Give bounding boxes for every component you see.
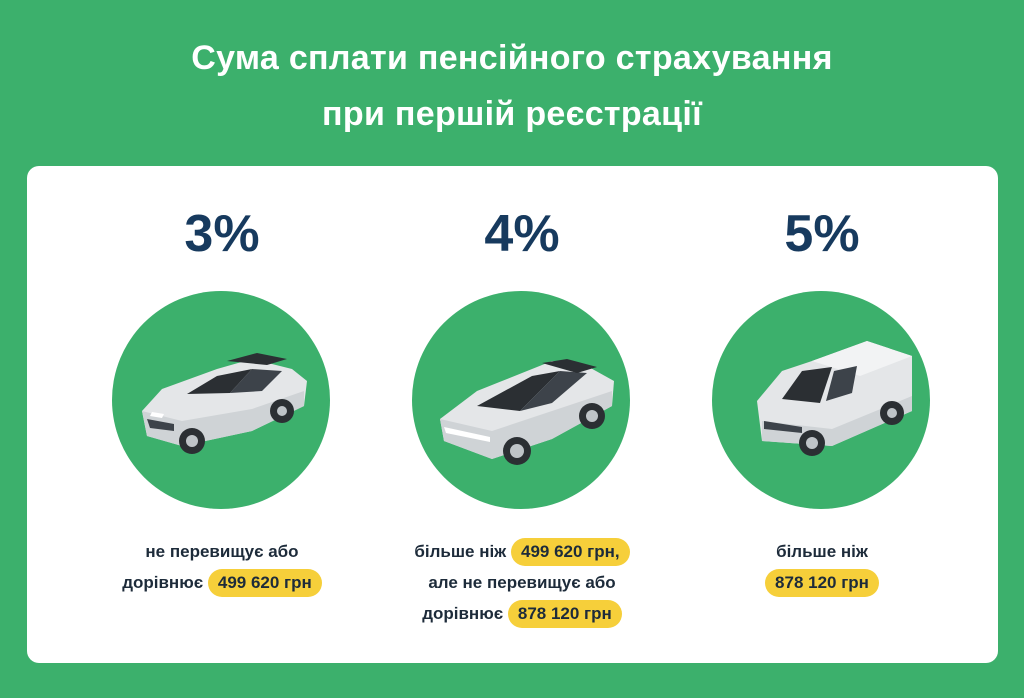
condition-line-2: 878 120 грн [642, 567, 1002, 598]
condition-line-1: не перевищує або [42, 536, 402, 567]
condition-line-1: більше ніж [642, 536, 1002, 567]
condition-text: не перевищує або дорівнює 499 620 грн [42, 536, 402, 598]
condition-line-2: але не перевищує або [342, 567, 702, 598]
car-circle [112, 291, 330, 509]
percent-value: 3% [184, 205, 260, 263]
car-circle [412, 291, 630, 509]
condition-line-1: більше ніж 499 620 грн, [342, 536, 702, 567]
condition-text-part: не перевищує або [145, 542, 299, 561]
amount-badge: 499 620 грн, [510, 538, 630, 566]
condition-text-part: більше ніж [776, 542, 868, 561]
cybertruck-car-icon [440, 359, 614, 465]
info-card: 3% не перевищує або дорівнює 499 620 [27, 166, 998, 663]
column-4-percent: 4% більше ніж 499 620 грн, але не переви… [372, 166, 672, 663]
percent-value: 5% [784, 205, 860, 263]
column-3-percent: 3% не перевищує або дорівнює 499 620 [72, 166, 372, 663]
condition-text-part: дорівнює [422, 604, 504, 623]
van-car-icon [757, 341, 912, 456]
amount-badge: 878 120 грн [765, 569, 879, 597]
condition-line-2: дорівнює 499 620 грн [42, 567, 402, 598]
condition-text-part: але не перевищує або [428, 573, 616, 592]
condition-text: більше ніж 878 120 грн [642, 536, 1002, 598]
page-title-line-2: при першій реєстрації [322, 95, 702, 133]
percent-value: 4% [484, 205, 560, 263]
condition-line-3: дорівнює 878 120 грн [342, 598, 702, 629]
condition-text: більше ніж 499 620 грн, але не перевищує… [342, 536, 702, 629]
condition-text-part: більше ніж [414, 542, 507, 561]
page-title-line-1: Сума сплати пенсійного страхування [191, 39, 833, 77]
column-5-percent: 5% більше ніж 878 120 грн [672, 166, 972, 663]
page-title: Сума сплати пенсійного страхування при п… [0, 30, 1024, 142]
amount-badge: 878 120 грн [507, 600, 622, 628]
amount-badge: 499 620 грн [207, 569, 322, 597]
sedan-car-icon [142, 353, 307, 454]
condition-text-part: дорівнює [122, 573, 204, 592]
car-circle [712, 291, 930, 509]
